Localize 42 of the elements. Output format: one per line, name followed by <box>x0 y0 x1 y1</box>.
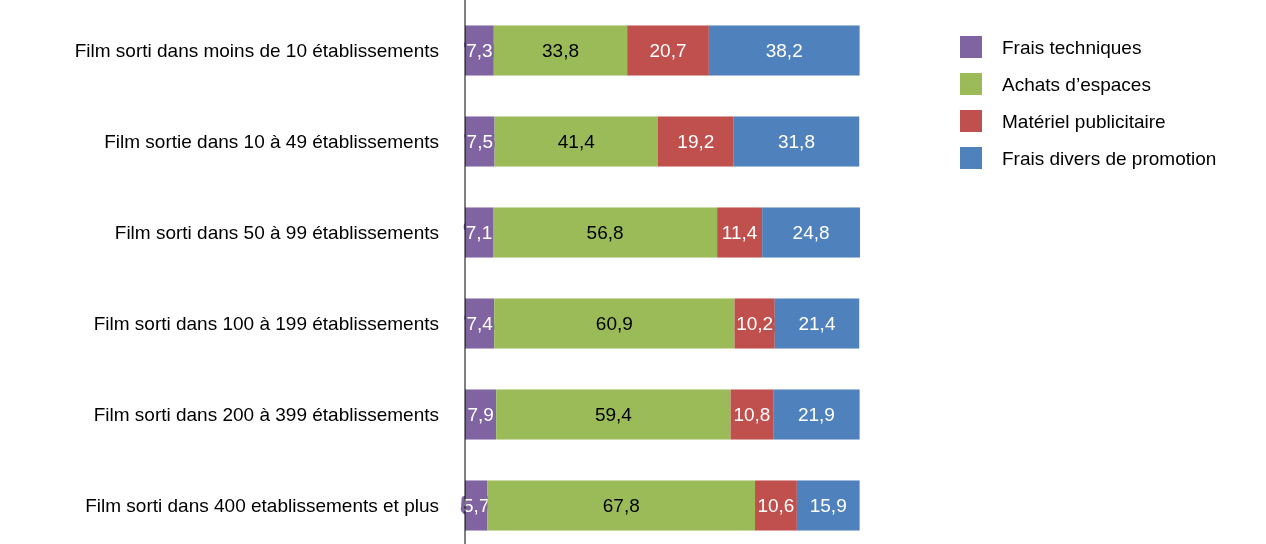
data-label: 10,2 <box>736 313 774 334</box>
bar <box>494 298 735 349</box>
y-tick-label: Film sorti dans 200 à 399 établissements <box>93 403 439 425</box>
bar <box>496 389 731 440</box>
data-label: 7,9 <box>467 404 494 425</box>
data-label: 24,8 <box>792 222 830 243</box>
bar <box>487 480 756 531</box>
data-label: 33,8 <box>542 40 579 61</box>
bar <box>494 116 658 167</box>
y-tick-label: Film sorti dans 50 à 99 établissements <box>114 221 439 243</box>
data-label: 56,8 <box>586 222 624 243</box>
data-label: 31,8 <box>777 131 815 152</box>
y-tick-label: Film sorti dans 100 à 199 établissements <box>93 312 439 334</box>
data-label: 10,8 <box>733 404 771 425</box>
bar <box>733 116 860 167</box>
bar <box>493 25 628 76</box>
data-label: 21,9 <box>797 404 835 425</box>
data-label: 10,6 <box>757 495 795 516</box>
y-tick-label: Film sorti dans moins de 10 établissements <box>74 39 439 61</box>
data-label: 21,4 <box>798 313 836 334</box>
bar <box>493 207 718 258</box>
data-label: 19,2 <box>677 131 715 152</box>
data-label: 7,1 <box>465 222 493 243</box>
data-label: 11,4 <box>721 222 758 243</box>
data-label: 5,7 <box>463 495 490 516</box>
data-label: 7,5 <box>466 131 494 152</box>
y-tick-label: Film sortie dans 10 à 49 établissements <box>104 130 439 152</box>
data-label: 60,9 <box>595 313 633 334</box>
data-label: 15,9 <box>809 495 847 516</box>
bar <box>708 25 860 76</box>
data-label: 67,8 <box>602 495 640 516</box>
data-label: 38,2 <box>765 40 803 61</box>
legend-label: Frais techniques <box>1002 36 1142 58</box>
data-label: 7,4 <box>466 313 494 334</box>
data-label: 59,4 <box>594 404 633 425</box>
data-label: 41,4 <box>557 131 596 152</box>
legend-label: Matériel publicitaire <box>1002 110 1166 132</box>
data-label: 7,3 <box>466 40 493 61</box>
legend-label: Frais divers de promotion <box>1002 147 1217 169</box>
legend-label: Achats d’espaces <box>1002 73 1151 95</box>
y-tick-label: Film sorti dans 400 etablissements et plus <box>85 494 439 516</box>
data-label: 20,7 <box>649 40 687 61</box>
